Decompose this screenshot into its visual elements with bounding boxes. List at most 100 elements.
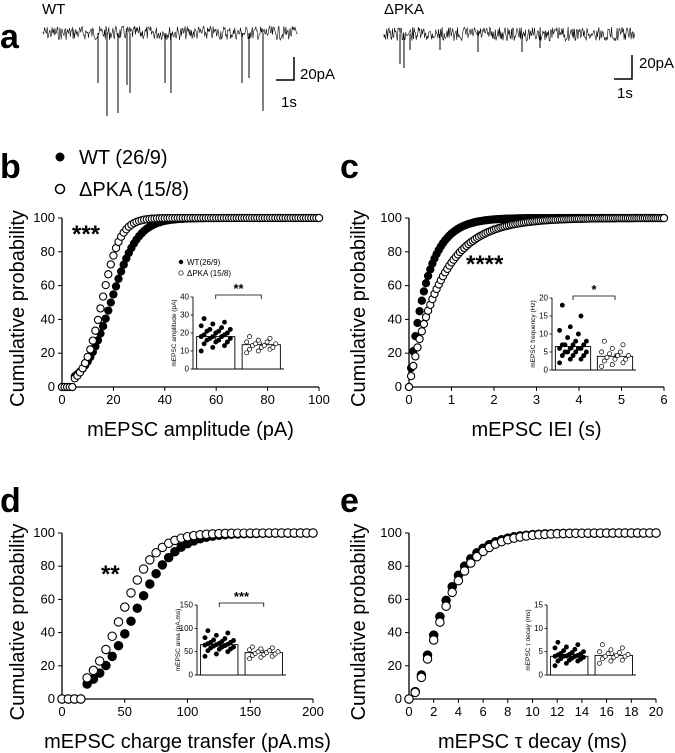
data-point-dpka [419, 319, 429, 329]
x-tick-label: 150 [239, 704, 261, 719]
data-point-dpka [453, 575, 464, 586]
data-point-dpka [126, 588, 136, 598]
x-tick-label: 100 [177, 704, 199, 719]
data-point-wt [157, 560, 168, 570]
data-point-dpka [406, 371, 416, 381]
x-tick-label: 5 [618, 392, 625, 407]
data-point-dpka [459, 566, 470, 576]
inset-point-wt [198, 323, 204, 329]
inset-significance-marker: * [591, 282, 597, 297]
data-point-dpka [113, 617, 124, 627]
inset-point-wt [227, 326, 233, 332]
inset-point-dpka [255, 348, 261, 354]
x-tick-label: 14 [575, 704, 589, 719]
y-tick-label: 100 [33, 525, 55, 540]
inset-point-dpka [597, 649, 602, 655]
inset-point-wt [578, 313, 584, 319]
inset-y-axis-title: mEPSC τ decay (ms) [525, 609, 532, 670]
x-tick-label: 4 [455, 704, 462, 719]
y-tick-label: 20 [41, 345, 55, 360]
x-tick-label: 6 [660, 392, 667, 407]
data-point-dpka [413, 343, 422, 352]
data-point-dpka [76, 694, 86, 704]
inset-y-axis-title: mEPSC amplitude (pA) [171, 299, 178, 366]
data-point-dpka [404, 382, 414, 392]
inset-point-wt [558, 651, 564, 656]
inset-legend-marker-wt [178, 259, 184, 265]
inset-point-dpka [597, 660, 602, 666]
inset-point-wt [552, 645, 558, 651]
data-point-dpka [96, 304, 105, 313]
y-tick-label: 80 [388, 244, 402, 259]
inset-point-dpka [625, 353, 631, 359]
inset-point-wt [569, 650, 575, 656]
data-point-wt [421, 279, 431, 288]
inset-point-dpka [607, 351, 613, 357]
y-tick-label: 0 [395, 691, 402, 706]
data-point-dpka [86, 345, 95, 354]
data-point-wt [170, 546, 180, 557]
x-tick-label: 80 [260, 392, 274, 407]
inset-tick-label: 100 [180, 624, 194, 633]
inset-tick-label: 150 [180, 601, 194, 610]
inset-point-wt [557, 360, 563, 366]
y-tick-label: 40 [41, 625, 55, 640]
panel-letter-c: c [340, 148, 359, 186]
x-tick-label: 10 [525, 704, 539, 719]
inset-point-dpka [625, 652, 631, 657]
inset-point-wt [222, 343, 227, 349]
data-point-dpka [314, 213, 324, 223]
x-axis-title: mEPSC amplitude (pA) [87, 419, 294, 441]
inset-tick-label: 50 [184, 647, 193, 656]
inset-point-wt [583, 338, 589, 344]
inset-point-wt [224, 330, 230, 336]
inset-point-wt [205, 628, 211, 634]
data-point-dpka [409, 361, 418, 371]
inset-point-dpka [247, 334, 253, 340]
panel-letter-e: e [340, 482, 359, 520]
data-point-wt [419, 287, 429, 296]
inset-point-dpka [266, 648, 272, 654]
y-tick-label: 100 [33, 210, 55, 225]
legend-label-dpka: ΔPKA (15/8) [79, 179, 189, 201]
inset-point-wt [573, 349, 579, 355]
inset-point-dpka [616, 650, 622, 656]
inset-tick-label: 5 [544, 348, 549, 357]
y-tick-label: 100 [380, 210, 402, 225]
data-point-dpka [435, 617, 445, 627]
data-point-dpka [120, 602, 130, 612]
data-point-dpka [68, 382, 77, 392]
inset-significance-bracket [218, 602, 265, 607]
x-tick-label: 16 [599, 704, 613, 719]
mepsc-traces [42, 24, 635, 116]
inset-point-wt [224, 339, 230, 345]
inset-point-dpka [619, 657, 625, 663]
inset-point-dpka [615, 353, 621, 359]
inset-point-dpka [623, 356, 629, 362]
data-point-wt [126, 616, 136, 626]
inset-point-wt [573, 338, 579, 344]
inset-point-dpka [255, 337, 261, 343]
scale-bar-dpka: 20pA 1s [614, 55, 674, 102]
data-point-wt [111, 282, 121, 291]
inset-point-dpka [599, 349, 605, 355]
data-point-dpka [428, 635, 439, 645]
inset-point-wt [216, 328, 222, 334]
inset-point-dpka [599, 363, 605, 369]
scale-bar-amplitude-label: 20pA [639, 55, 674, 72]
data-point-wt [145, 579, 155, 589]
x-tick-label: 1 [448, 392, 455, 407]
inset-point-dpka [261, 343, 267, 349]
inset-point-wt [578, 356, 584, 362]
x-tick-label: 6 [479, 704, 486, 719]
inset-point-dpka [247, 346, 253, 352]
data-point-wt [132, 603, 143, 613]
inset-point-wt [570, 342, 576, 348]
data-point-wt [107, 651, 117, 662]
inset-significance-bracket [215, 294, 262, 299]
inset-point-dpka [604, 354, 610, 360]
